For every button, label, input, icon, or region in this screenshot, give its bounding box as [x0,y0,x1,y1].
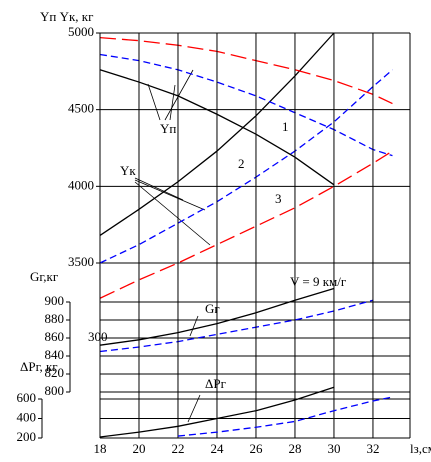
curve [99,69,393,264]
curve [99,53,393,157]
leader [189,315,199,337]
y-axis-label: Yп Yк, кг [40,9,93,24]
x-tick-label: 24 [210,441,224,456]
curve [177,396,393,437]
curve [99,36,393,105]
annotation: Yк [120,163,136,178]
y-tick-label: 600 [17,390,37,405]
y-tick-label: 880 [45,311,65,326]
y-tick-label: 3500 [68,254,94,269]
annotation: 2 [238,156,245,171]
leader [134,177,184,201]
y-tick-label: 840 [45,347,65,362]
leader [134,181,211,246]
annotation: V = 9 км/г [290,274,346,289]
curve [99,150,393,299]
curve [99,386,335,438]
y-axis-label: ΔPг, кг [20,359,58,374]
y-tick-label: 860 [45,329,65,344]
x-tick-label: 20 [132,441,145,456]
y-tick-label: 800 [45,383,65,398]
leader-lines [134,69,211,423]
leader [164,69,194,121]
x-tick-label: 30 [327,441,340,456]
y-axis-label: Gг,кг [30,269,58,284]
x-tick-label: 22 [171,441,184,456]
curve [99,299,374,353]
y-tick-label: 900 [45,293,65,308]
x-tick-label: 18 [94,441,107,456]
y-tick-label: 200 [17,429,37,444]
y-tick-label: 400 [17,409,37,424]
x-tick-label: 28 [288,441,301,456]
leader [147,83,161,121]
annotation: 300 [88,329,108,344]
x-tick-label: 26 [249,441,263,456]
x-axis-label: lз,см [410,441,431,456]
y-tick-label: 5000 [68,24,94,39]
x-tick-label: 32 [366,441,379,456]
leader [169,84,176,121]
annotation: ΔPг [205,376,226,391]
leader [134,179,206,211]
y-tick-label: 4000 [68,177,94,192]
annotation: Yп [160,121,176,136]
y-tick-label: 820 [45,365,65,380]
annotation: 3 [275,191,282,206]
y-tick-label: 4500 [68,101,94,116]
annotation: Gг [205,301,220,316]
annotation: 1 [282,119,289,134]
